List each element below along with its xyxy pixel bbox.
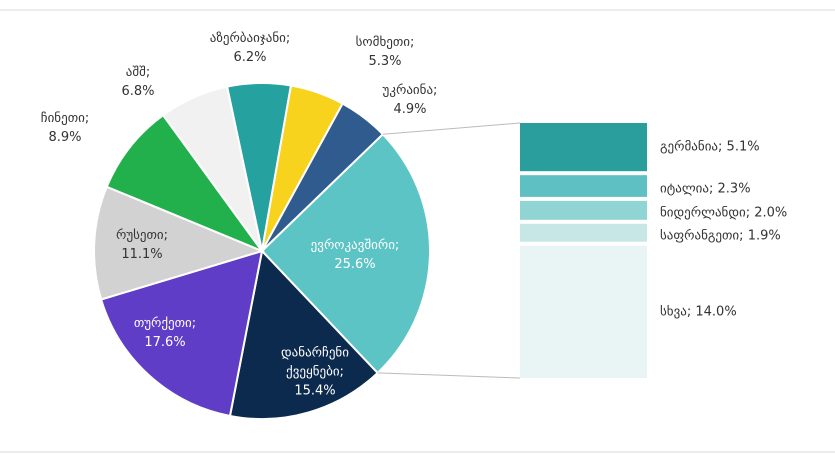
slice-name: თურქეთი;: [133, 316, 197, 331]
slice-label: აშშ; 6.8%: [83, 63, 193, 101]
slice-label: სომხეთი; 5.3%: [315, 33, 455, 71]
slice-name: უკრაინა;: [382, 83, 438, 98]
bar-segment: [520, 175, 647, 197]
slice-label: ევროკავშირი; 25.6%: [295, 236, 415, 274]
slice-name: სომხეთი;: [355, 35, 415, 50]
slice-label: უკრაინა; 4.9%: [340, 81, 480, 119]
pie-slice: [228, 248, 380, 420]
slice-value: 15.4%: [294, 383, 336, 399]
bar-name: იტალია;: [660, 181, 714, 197]
bar-label: საფრანგეთი; 1.9%: [660, 228, 781, 243]
bar-segment: [520, 245, 647, 378]
slice-name: ჩინეთი;: [40, 111, 90, 126]
bar-value: 2.0%: [754, 205, 788, 221]
slice-value: 8.9%: [48, 130, 82, 145]
slice-name: დანარჩენი ქვეყნები;: [281, 345, 349, 380]
slice-label: ჩინეთი; 8.9%: [0, 109, 135, 147]
slice-label: თურქეთი; 17.6%: [115, 314, 215, 352]
pie-slice: [99, 249, 264, 418]
bar-value: 14.0%: [695, 304, 737, 320]
slice-label: დანარჩენი ქვეყნები; 15.4%: [260, 344, 370, 401]
bar-name: სხვა;: [660, 304, 692, 320]
bar-value: 1.9%: [747, 228, 781, 244]
slice-value: 17.6%: [144, 335, 186, 350]
bar-value: 2.3%: [717, 181, 751, 197]
bar-name: საფრანგეთი;: [660, 228, 744, 244]
slice-value: 6.2%: [233, 50, 267, 65]
slice-value: 4.9%: [393, 102, 427, 117]
slice-name: აშშ;: [125, 65, 151, 80]
bar-segment: [520, 200, 647, 220]
pie-slice: [93, 185, 265, 301]
pie-slice: [161, 85, 263, 252]
slice-value: 5.3%: [368, 54, 402, 69]
bar-label: გერმანია; 5.1%: [660, 140, 760, 155]
slice-name: აზერბაიჯანი;: [209, 31, 291, 46]
slice-value: 11.1%: [121, 247, 163, 262]
slice-value: 25.6%: [334, 257, 376, 272]
slice-label: რუსეთი; 11.1%: [97, 226, 187, 264]
slice-value: 6.8%: [121, 84, 155, 99]
connector: [377, 372, 521, 379]
bar-label: იტალია; 2.3%: [660, 182, 751, 197]
connector: [382, 122, 521, 135]
slice-name: ევროკავშირი;: [310, 238, 400, 253]
slice-name: რუსეთი;: [115, 228, 169, 243]
bar-label: ნიდერლანდი; 2.0%: [660, 206, 787, 221]
bar-segment: [520, 223, 647, 242]
slice-label: აზერბაიჯანი; 6.2%: [185, 29, 315, 67]
bar-segment: [520, 123, 647, 172]
bar-label: სხვა; 14.0%: [660, 304, 737, 319]
pie-slice: [105, 113, 265, 254]
pie-slice: [260, 132, 431, 375]
bar-value: 5.1%: [726, 139, 760, 155]
bar-name: ნიდერლანდი;: [660, 205, 751, 221]
bar-name: გერმანია;: [660, 139, 723, 155]
